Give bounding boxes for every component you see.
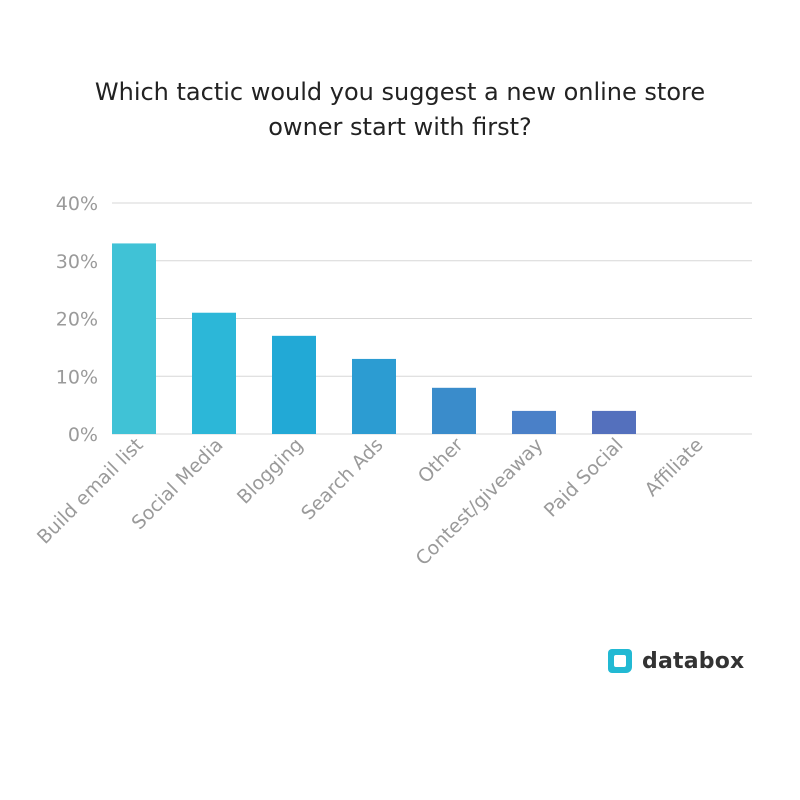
chart-title: Which tactic would you suggest a new onl… bbox=[0, 75, 800, 145]
y-tick-label: 30% bbox=[56, 251, 98, 273]
x-tick-label: Search Ads bbox=[297, 434, 387, 524]
chart-title-line-1: Which tactic would you suggest a new onl… bbox=[94, 78, 706, 106]
brand-name: databox bbox=[642, 648, 745, 674]
bar bbox=[432, 387, 476, 434]
x-tick-label: Other bbox=[414, 434, 468, 488]
x-tick-label: Paid Social bbox=[540, 434, 628, 522]
bar bbox=[112, 243, 156, 434]
x-tick-label: Affiliate bbox=[641, 434, 708, 501]
bar bbox=[592, 410, 636, 434]
bar bbox=[512, 410, 556, 434]
chart-title-line-2: owner start with first? bbox=[268, 113, 532, 141]
x-tick-label: Blogging bbox=[233, 434, 308, 509]
y-tick-label: 40% bbox=[56, 193, 98, 215]
databox-logo: databox bbox=[606, 646, 744, 676]
bar bbox=[352, 358, 396, 434]
y-tick-label: 20% bbox=[56, 309, 98, 331]
bar bbox=[192, 312, 236, 434]
y-tick-label: 10% bbox=[56, 366, 98, 388]
bar bbox=[272, 335, 316, 434]
x-tick-label: Build email list bbox=[33, 434, 148, 549]
databox-logo-icon bbox=[608, 649, 632, 673]
y-tick-label: 0% bbox=[68, 424, 98, 446]
